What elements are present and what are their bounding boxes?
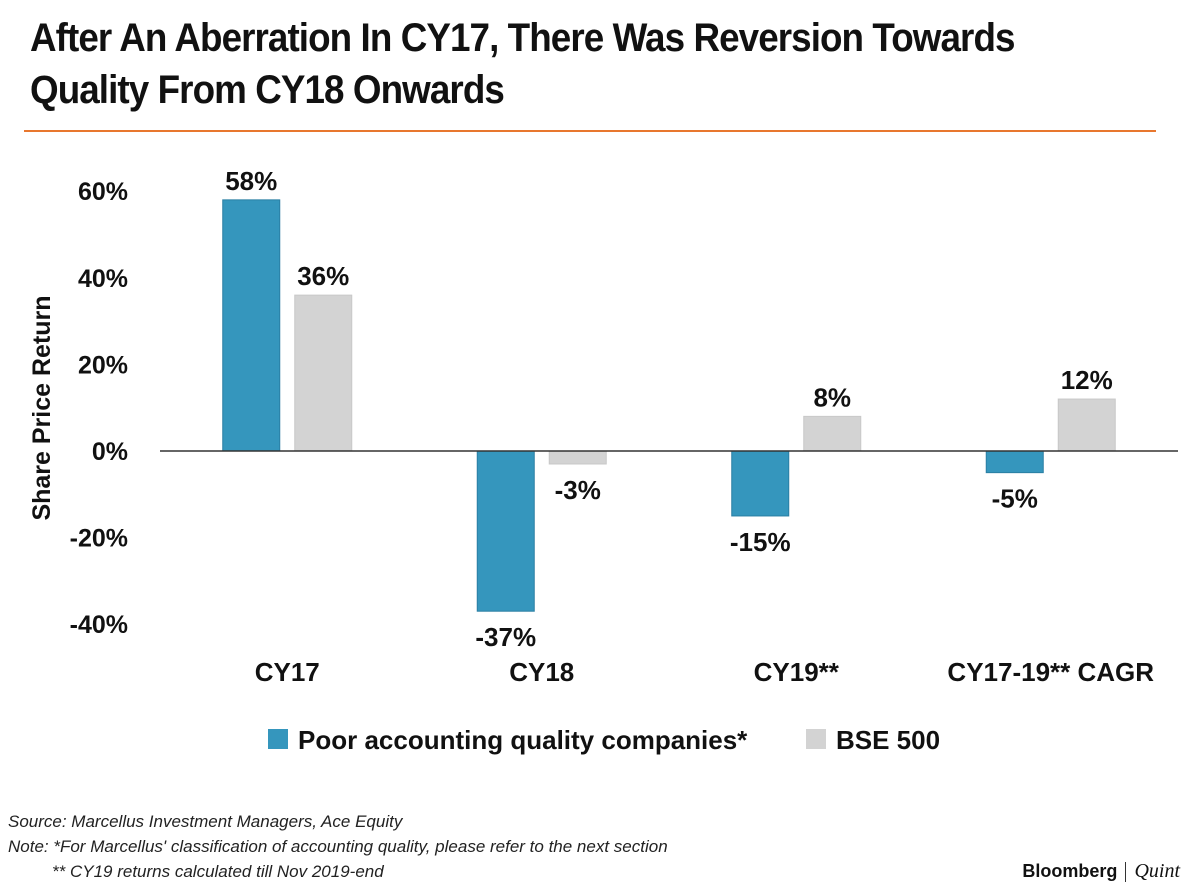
brand-logo: Bloomberg Quint xyxy=(1022,860,1180,883)
data-label: -5% xyxy=(992,484,1038,514)
y-tick-label: -20% xyxy=(70,525,128,553)
bar-bse500 xyxy=(1057,398,1116,452)
y-tick-label: -40% xyxy=(70,611,128,639)
legend-label: Poor accounting quality companies* xyxy=(298,725,748,755)
legend-swatch xyxy=(806,729,826,749)
data-label: -15% xyxy=(730,527,791,557)
bar-poor-quality xyxy=(476,450,535,612)
bar-bse500 xyxy=(294,294,353,452)
data-label: -37% xyxy=(475,622,536,652)
data-label: 36% xyxy=(297,261,349,291)
x-category-label: CY19** xyxy=(754,657,840,687)
title-divider xyxy=(24,130,1156,132)
classification-note: Note: *For Marcellus' classification of … xyxy=(8,837,668,856)
x-category-label: CY17-19** CAGR xyxy=(947,657,1154,687)
bar-bse500 xyxy=(548,450,607,465)
brand-separator xyxy=(1125,862,1127,883)
bar-poor-quality xyxy=(731,450,790,517)
y-tick-label: 20% xyxy=(78,351,128,379)
x-category-label: CY18 xyxy=(509,657,574,687)
legend-swatch xyxy=(268,729,288,749)
y-tick-label: 40% xyxy=(78,265,128,293)
y-axis-label: Share Price Return xyxy=(28,295,56,520)
brand-quint: Quint xyxy=(1134,860,1180,882)
y-tick-label: 60% xyxy=(78,178,128,206)
source-note: Source: Marcellus Investment Managers, A… xyxy=(8,812,403,831)
x-category-label: CY17 xyxy=(255,657,320,687)
bar-poor-quality xyxy=(985,450,1044,474)
brand-bloomberg: Bloomberg xyxy=(1022,861,1118,881)
legend-label: BSE 500 xyxy=(836,725,940,755)
chart-title: After An Aberration In CY17, There Was R… xyxy=(30,16,1015,112)
cy19-note: ** CY19 returns calculated till Nov 2019… xyxy=(52,862,384,881)
data-label: 12% xyxy=(1061,365,1113,395)
bar-bse500 xyxy=(803,415,862,452)
data-label: -3% xyxy=(555,475,601,505)
data-label: 8% xyxy=(813,382,851,412)
data-label: 58% xyxy=(225,166,277,196)
bar-chart: 60% 40% 20% 0% -20% -40% Share Price Return 58%… xyxy=(28,166,1178,755)
y-tick-label: 0% xyxy=(92,438,128,466)
bar-poor-quality xyxy=(222,199,281,452)
